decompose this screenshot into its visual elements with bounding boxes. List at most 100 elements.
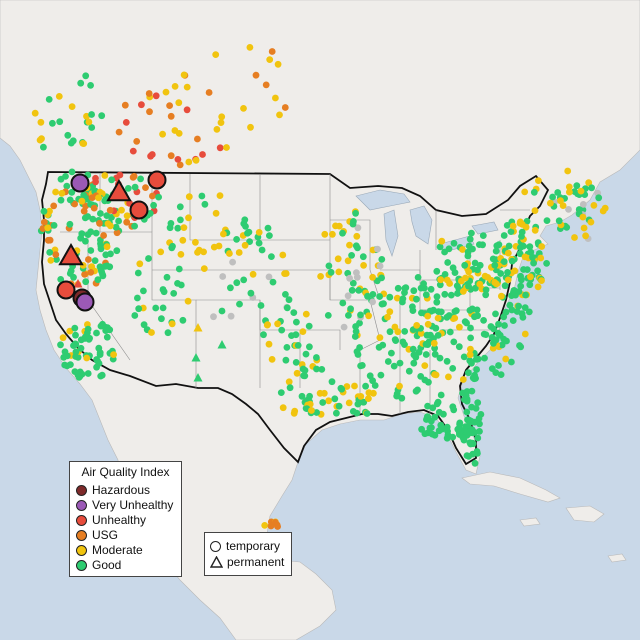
monitor-dot [87, 269, 95, 276]
monitor-dot [240, 276, 248, 284]
monitor-dot [424, 312, 432, 320]
monitor-dot [184, 297, 192, 305]
monitor-dot [473, 366, 480, 373]
monitor-dot [435, 408, 443, 416]
monitor-dot [183, 106, 191, 114]
temporary-monitor [147, 170, 167, 190]
monitor-dot [213, 125, 221, 133]
monitor-dot [582, 232, 589, 240]
monitor-dot [349, 279, 357, 287]
monitor-dot [369, 291, 377, 298]
monitor-dot [431, 371, 438, 378]
monitor-dot [565, 183, 573, 191]
monitor-dot [518, 276, 525, 284]
monitor-dot [241, 216, 249, 224]
monitor-dot [335, 268, 343, 276]
monitor-dot [466, 351, 474, 359]
monitor-dot [530, 188, 538, 196]
monitor-dot [468, 387, 476, 395]
monitor-dot [353, 232, 361, 240]
monitor-dot [44, 236, 52, 244]
monitor-dot [82, 237, 89, 245]
monitor-dot [94, 276, 102, 284]
monitor-dot [435, 427, 443, 435]
monitor-dot [274, 320, 281, 328]
monitor-dot [476, 241, 483, 249]
monitor-dot [103, 212, 111, 220]
monitor-dot [290, 409, 298, 417]
monitor-dot [354, 244, 361, 252]
monitor-dot [61, 361, 69, 369]
monitor-dot [443, 434, 451, 442]
monitor-dot [102, 327, 110, 334]
monitor-dot [472, 405, 480, 412]
monitor-dot [508, 306, 516, 314]
monitor-dot [176, 161, 184, 169]
monitor-dot [134, 269, 142, 277]
legend-item-hazardous: Hazardous [76, 483, 150, 497]
monitor-dot [299, 365, 307, 373]
monitor-dot [490, 325, 497, 333]
monitor-dot [463, 408, 471, 416]
monitor-dot [328, 378, 336, 386]
monitor-dot [112, 223, 120, 231]
monitor-dot [460, 353, 468, 361]
monitor-dot [482, 286, 490, 294]
monitor-dot [399, 295, 407, 303]
monitor-dot [107, 250, 114, 258]
monitor-dot [405, 367, 413, 375]
monitor-dot [491, 279, 499, 286]
monitor-dot [579, 213, 587, 221]
monitor-dot [88, 194, 96, 202]
monitor-dot [123, 218, 131, 226]
monitor-dot [318, 366, 326, 373]
monitor-dot [427, 285, 435, 293]
monitor-dot [504, 276, 512, 284]
triangle-icon [210, 556, 223, 568]
monitor-dot [180, 71, 188, 79]
monitor-dot [412, 353, 420, 361]
monitor-dot [335, 402, 343, 410]
monitor-dot [521, 253, 529, 261]
legend-label: Moderate [92, 543, 143, 557]
monitor-dot [517, 343, 525, 351]
permanent-monitor [73, 279, 83, 288]
monitor-dot [479, 232, 487, 240]
monitor-dot [376, 293, 383, 300]
monitor-dot [58, 189, 66, 197]
monitor-dot [166, 102, 174, 109]
monitor-dot [467, 334, 474, 342]
monitor-dot [36, 136, 44, 144]
legend-item-moderate: Moderate [76, 543, 143, 557]
monitor-dot [122, 119, 130, 126]
monitor-dot [466, 428, 474, 435]
monitor-dot [185, 214, 192, 222]
monitor-dot [351, 382, 358, 390]
monitor-dot [461, 261, 469, 269]
monitor-dot [130, 172, 138, 180]
monitor-dot [446, 280, 453, 287]
monitor-dot [285, 296, 293, 304]
monitor-dot [325, 262, 333, 270]
monitor-dot [205, 89, 213, 96]
monitor-dot [317, 273, 324, 280]
monitor-dot [340, 323, 348, 331]
monitor-dot [601, 204, 609, 212]
monitor-dot [95, 194, 102, 202]
monitor-dot [321, 230, 329, 238]
monitor-dot [335, 222, 343, 230]
monitor-dot [566, 188, 573, 196]
monitor-dot [266, 56, 274, 63]
monitor-dot [417, 373, 425, 380]
monitor-dot [179, 236, 187, 244]
monitor-dot [168, 320, 176, 328]
monitor-dot [216, 144, 224, 152]
monitor-dot [529, 253, 536, 261]
monitor-dot [145, 255, 152, 262]
monitor-dot [227, 312, 235, 320]
monitor-dot [579, 201, 587, 208]
monitor-dot [269, 278, 277, 286]
monitor-dot [577, 187, 585, 195]
monitor-dot [398, 394, 406, 402]
moderate-swatch [76, 544, 87, 556]
